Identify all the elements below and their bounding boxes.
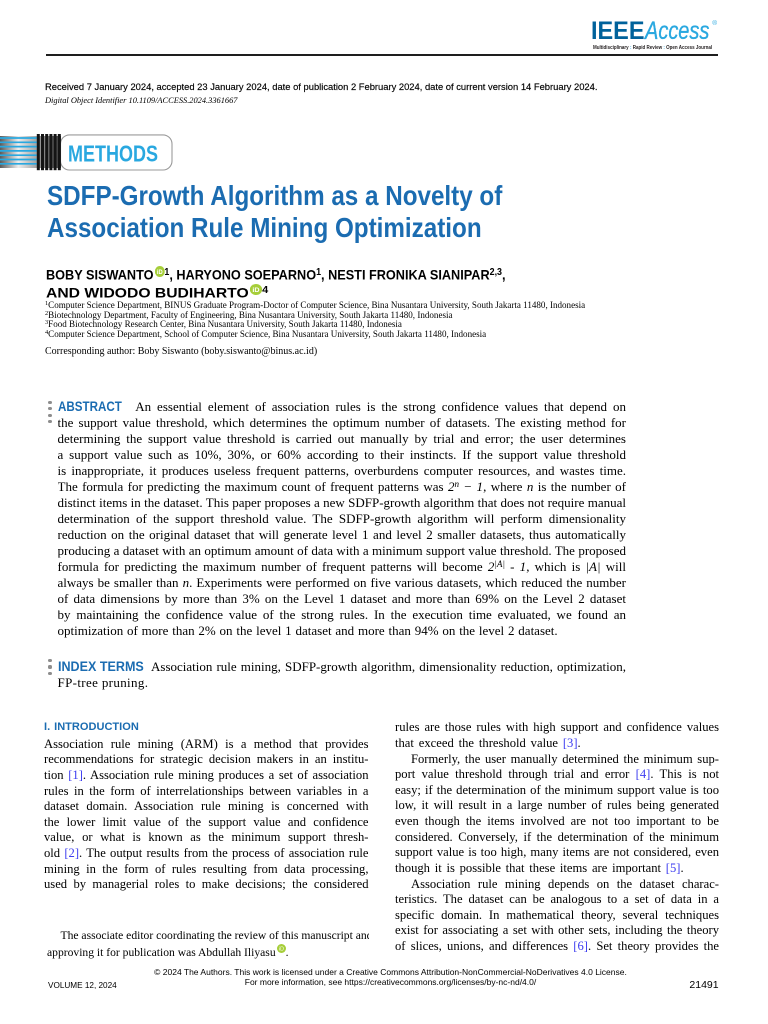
svg-text:METHODS: METHODS — [68, 140, 158, 166]
svg-text:iD: iD — [156, 269, 162, 276]
svg-text:iD: iD — [252, 287, 259, 294]
svg-text:iD: iD — [279, 946, 284, 952]
